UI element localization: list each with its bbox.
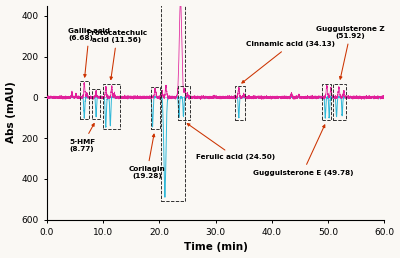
Bar <box>80 81 90 119</box>
Text: Gallic acid
(6.68): Gallic acid (6.68) <box>68 28 110 77</box>
Text: Cinnamic acid (34.13): Cinnamic acid (34.13) <box>242 41 336 83</box>
Bar <box>103 84 120 130</box>
Text: 5-HMF
(8.77): 5-HMF (8.77) <box>69 124 95 152</box>
Bar <box>322 84 331 120</box>
Y-axis label: Abs (mAU): Abs (mAU) <box>6 82 16 143</box>
Text: Guggulsterone E (49.78): Guggulsterone E (49.78) <box>252 125 353 176</box>
Bar <box>151 87 160 130</box>
Bar <box>333 84 346 120</box>
Text: Guggulsterone Z
(51.92): Guggulsterone Z (51.92) <box>316 26 385 79</box>
Text: Ellagic acid
(23.78): Ellagic acid (23.78) <box>0 257 1 258</box>
X-axis label: Time (min): Time (min) <box>184 243 248 252</box>
Bar <box>178 86 190 120</box>
Bar <box>92 89 100 119</box>
Text: Ferulic acid (24.50): Ferulic acid (24.50) <box>187 124 275 160</box>
Bar <box>235 86 245 120</box>
Text: Protocatechuic
acid (11.56): Protocatechuic acid (11.56) <box>86 30 148 79</box>
Bar <box>161 0 184 201</box>
Text: Corilagin
(19.28): Corilagin (19.28) <box>128 134 165 179</box>
